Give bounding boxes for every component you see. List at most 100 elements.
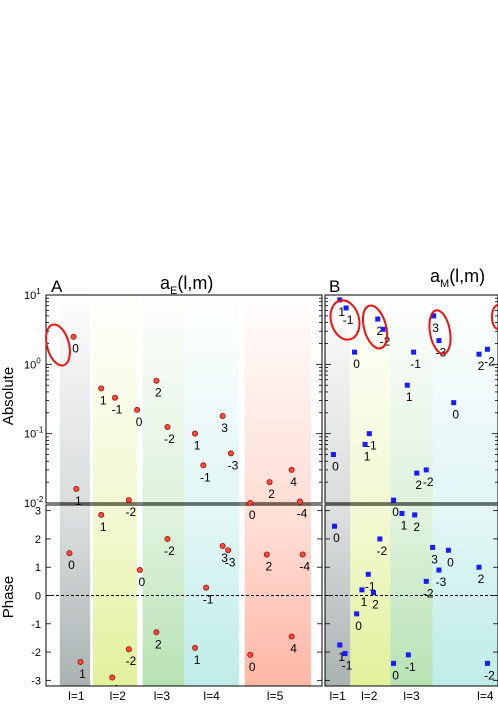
phase-point-label: 0: [355, 619, 362, 633]
phase-point: [299, 551, 306, 558]
panel-a-title-main: a: [160, 273, 171, 293]
panel-a: A aE(l,m): [51, 273, 213, 297]
panel-a-letter: A: [51, 277, 63, 296]
phase-point-label: -1: [342, 658, 353, 672]
phase-point: [164, 535, 171, 542]
absolute-frame-a: [45, 294, 323, 504]
absolute-point: [73, 485, 80, 492]
absolute-point-label: -2: [125, 505, 136, 519]
absolute-point: [431, 313, 437, 319]
phase-point-label: 3: [431, 552, 438, 566]
absolute-axis-label: Absolute: [0, 367, 17, 425]
phase-point: [288, 633, 295, 640]
absolute-point: [366, 431, 372, 437]
abs-tick-label: 100: [24, 356, 41, 371]
phase-point-label: 3: [221, 551, 228, 565]
abs-tick-label: 10-1: [24, 426, 44, 441]
category-label-b: l=3: [403, 689, 420, 703]
absolute-point: [391, 497, 397, 503]
phase-point: [66, 550, 73, 557]
category-label-a: l=3: [154, 689, 171, 703]
phase-point: [405, 652, 411, 658]
absolute-point: [112, 394, 119, 401]
absolute-point: [375, 316, 381, 322]
absolute-frame-b: [324, 294, 498, 504]
absolute-point: [98, 385, 105, 392]
phase-point: [391, 660, 397, 666]
absolute-point: [476, 351, 482, 357]
absolute-point-label: 0: [353, 357, 360, 371]
abs-tick-label: 101: [24, 287, 41, 302]
phase-point-label: 2: [155, 637, 162, 651]
absolute-point-label: 0: [332, 460, 339, 474]
absolute-point-label: 1: [338, 305, 345, 319]
category-label-a: l=5: [267, 689, 284, 703]
absolute-point-label: 3: [221, 421, 228, 435]
phase-point: [219, 543, 226, 550]
phase-point-label: 0: [249, 660, 256, 674]
phase-point: [377, 536, 383, 542]
phase-point: [153, 629, 160, 636]
phase-point: [225, 547, 232, 554]
phase-point-label: 0: [138, 575, 145, 589]
category-label-b: l=4: [477, 689, 494, 703]
phase-point: [247, 651, 254, 658]
absolute-point-label: 4: [290, 475, 297, 489]
phase-point-label: 1: [338, 650, 345, 664]
absolute-point-label: 1: [75, 494, 82, 508]
absolute-point: [192, 430, 199, 437]
absolute-point-label: 3: [432, 321, 439, 335]
phase-point: [476, 564, 482, 570]
absolute-point-label: 0: [452, 408, 459, 422]
phase-tick-label: 1: [35, 562, 41, 574]
category-label-b: l=1: [329, 689, 346, 703]
panel-b-title-main: a: [430, 266, 441, 286]
absolute-point: [404, 382, 410, 388]
phase-point: [337, 642, 343, 648]
absolute-point: [451, 400, 457, 406]
absolute-point-label: -1: [200, 470, 211, 484]
phase-point-label: -2: [164, 544, 175, 558]
absolute-point-label: 0: [72, 342, 79, 356]
absolute-point-label: -2: [380, 334, 391, 348]
phase-point: [430, 544, 436, 550]
phase-point-label: -1: [365, 579, 376, 593]
absolute-point-label: -2: [423, 475, 434, 489]
phase-point: [77, 658, 84, 665]
panel-b: B aM(l,m): [329, 266, 485, 296]
phase-point-label: 0: [68, 558, 75, 572]
phase-tick-label: -2: [31, 647, 41, 659]
absolute-point-label: 2: [155, 386, 162, 400]
phase-point-label: 2: [265, 559, 272, 573]
phase-point-label: 1: [79, 667, 86, 681]
category-label-a: l=1: [68, 689, 85, 703]
absolute-point: [125, 497, 132, 504]
phase-tick-label: 3: [35, 506, 41, 518]
absolute-point-label: -1: [112, 403, 123, 417]
panel-a-bands: [46, 295, 322, 686]
phase-point: [354, 611, 360, 617]
absolute-point-label: 2: [268, 487, 275, 501]
phase-point: [423, 578, 429, 584]
phase-tick-label: 0: [35, 591, 41, 603]
absolute-point: [330, 452, 336, 458]
abs-tick-label: 10-2: [24, 495, 44, 510]
panel-b-title-args: (l,m): [449, 266, 485, 286]
phase-point-label: 1: [361, 595, 368, 609]
phase-point-label: -3: [436, 575, 447, 589]
absolute-point-label: -1: [410, 357, 421, 371]
phase-point-label: 1: [194, 653, 201, 667]
absolute-point: [288, 466, 295, 473]
absolute-fade: [46, 295, 322, 503]
phase-point-label: -1: [109, 683, 120, 697]
absolute-point: [362, 441, 368, 447]
absolute-point: [414, 470, 420, 476]
absolute-point: [200, 462, 207, 469]
phase-point-label: 2: [372, 598, 379, 612]
highlight-ellipse: [361, 304, 389, 350]
absolute-point-label: 0: [136, 415, 143, 429]
phase-point: [203, 584, 210, 591]
panel-b-title-sub: M: [440, 278, 449, 290]
absolute-point-label: 0: [392, 505, 399, 519]
